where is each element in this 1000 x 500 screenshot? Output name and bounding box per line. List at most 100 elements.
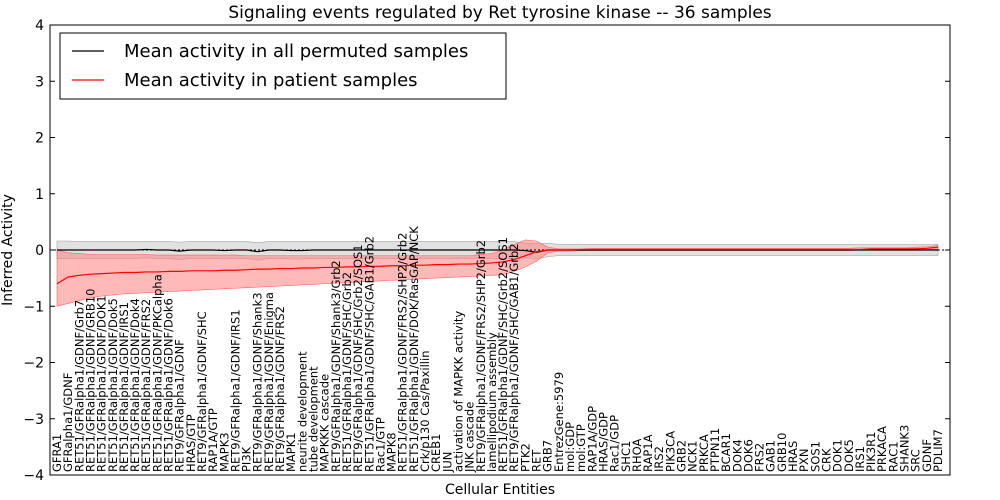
x-category-label: PIK3CA: [663, 431, 677, 472]
x-category-label: NCK1: [686, 441, 700, 473]
x-category-label: RAP1A: [641, 434, 655, 472]
x-category-label: RET9/GFRalpha1/GDNF/Shank3: [251, 292, 265, 472]
x-category-label: PRKCA: [697, 434, 711, 472]
x-category-label: DOK6: [741, 439, 755, 472]
x-category-label: RET51/GFRalpha1/GDNF/SHC/Grb2: [340, 272, 354, 472]
x-category-label: RAP1A/GDP: [585, 406, 599, 472]
x-category-label: PTPN11: [708, 428, 722, 472]
x-category-label: RET: [530, 449, 544, 472]
x-category-label: CRK: [819, 448, 833, 472]
y-tick-label: 4: [35, 18, 44, 34]
y-axis: −4 −3 −2 −1 0 1 2 3 4: [23, 18, 950, 484]
x-category-label: GFRalpha1/GDNF: [61, 373, 75, 472]
x-category-label: SHANK3: [898, 425, 912, 472]
x-category-label: RET51/GFRalpha1/GDNF/SHC/Grb2/SOS1: [496, 237, 510, 472]
y-tick-label: −4: [23, 468, 44, 484]
x-category-label: RET9/GFRalpha1/GDNF/SHC/Grb2/SOS1: [351, 244, 365, 472]
x-axis-category-labels: GFRA1GFRalpha1/GDNFRET51/GFRalpha1/GDNF/…: [50, 226, 945, 473]
x-category-label: MAPKKK cascade: [318, 374, 332, 472]
x-category-label: IRS2: [652, 446, 666, 472]
y-tick-label: 2: [35, 131, 44, 147]
x-category-label: RET51/GFRalpha1/GDNF/DOK1: [95, 295, 109, 472]
x-category-label: RET51/GFRalpha1/GDNF/GRB10: [83, 289, 97, 472]
x-category-label: mol:GTP: [574, 424, 588, 472]
x-category-label: Crk/p130 Cas/Paxillin: [418, 351, 432, 472]
x-category-label: neurite development: [295, 351, 309, 472]
x-category-label: RET51/GFRalpha1/GDNF/Dok6: [162, 298, 176, 472]
y-tick-label: 3: [35, 74, 44, 90]
x-category-label: SHC1: [619, 441, 633, 472]
x-category-label: RET51/GFRalpha1/GDNF/PKCalpha: [150, 274, 164, 472]
line-series-1: [56, 246, 939, 285]
x-axis-label: Cellular Entities: [445, 482, 555, 498]
x-category-label: CREB1: [429, 434, 443, 473]
legend-box: [59, 32, 507, 100]
x-category-label: GRB2: [675, 440, 689, 472]
x-category-label: RET9/GFRalpha1/GDNF/IRS1: [228, 309, 242, 472]
legend: Mean activity in all permuted samples Me…: [59, 32, 507, 100]
x-category-label: RET51/GFRalpha1/GDNF/Dok4: [128, 298, 142, 472]
y-axis-label: Inferred Activity: [0, 194, 16, 306]
x-category-label: PRKACA: [875, 426, 889, 472]
x-category-label: SOS1: [808, 441, 822, 472]
x-category-label: PIK3R1: [864, 432, 878, 473]
x-category-label: GFRA1: [50, 434, 64, 472]
x-category-label: RET51/GFRalpha1/GDNF/SHC/GAB1/Grb2: [362, 236, 376, 472]
y-tick-label: 0: [35, 243, 44, 259]
x-category-label: IRS1: [853, 446, 867, 472]
x-category-label: Rac1/GDP: [608, 415, 622, 472]
x-category-label: HRAS/GDP: [596, 412, 610, 472]
x-category-label: DOK5: [842, 439, 856, 472]
x-category-label: HRAS/GTP: [184, 414, 198, 472]
x-category-label: lamellipodium assembly: [485, 332, 499, 472]
x-category-label: GRB7: [541, 440, 555, 472]
x-category-label: SRC: [909, 449, 923, 472]
legend-label-patient: Mean activity in patient samples: [124, 70, 418, 91]
y-tick-label: −3: [23, 412, 44, 428]
x-category-label: EntrezGene:5979: [552, 372, 566, 472]
x-category-label: DOK1: [831, 439, 845, 472]
y-tick-label: −1: [23, 299, 44, 315]
x-category-label: RET9/GFRalpha1/GDNF/FRS2/SHP2/Grb2: [474, 240, 488, 472]
x-category-label: PI3K: [240, 446, 254, 472]
x-category-label: RAP1A/GTP: [206, 408, 220, 472]
x-category-label: tube development: [306, 366, 320, 472]
x-category-label: Rac1/GTP: [373, 417, 387, 472]
x-category-label: HRAS: [786, 441, 800, 472]
x-category-label: MAPK1: [284, 432, 298, 472]
x-category-label: RET9/GFRalpha1/GDNF: [173, 339, 187, 472]
x-category-label: GRB10: [775, 433, 789, 472]
x-category-label: mol:GDP: [563, 422, 577, 472]
x-category-label: BCAR1: [719, 433, 733, 472]
x-category-label: MAPK8: [385, 432, 399, 472]
x-category-label: RET51/GFRalpha1/GDNF/Grb7: [72, 300, 86, 472]
y-tick-label: −2: [23, 356, 44, 372]
x-category-label: RET9/GFRalpha1/GDNF/Shank3/Grb2: [329, 260, 343, 472]
y-tick-label: 1: [35, 187, 44, 203]
x-category-label: RET9/GFRalpha1/GDNF/FRS2: [273, 306, 287, 472]
x-category-label: RET9/GFRalpha1/GDNF/SHC: [195, 311, 209, 472]
x-category-label: RET9/GFRalpha1/GDNF/Enigma: [262, 292, 276, 472]
x-category-label: RET9/GFRalpha1/GDNF/SHC/GAB1/Grb2: [507, 243, 521, 472]
x-category-label: RAC1: [886, 441, 900, 472]
x-category-label: DOK4: [730, 439, 744, 472]
x-category-label: activation of MAPKK activity: [451, 311, 465, 472]
x-category-label: GDNF: [920, 439, 934, 472]
chart-title: Signaling events regulated by Ret tyrosi…: [228, 3, 771, 23]
x-category-label: RET51/GFRalpha1/GDNF/DOK/RasGAP/NCK: [407, 226, 421, 472]
legend-label-permuted: Mean activity in all permuted samples: [124, 41, 468, 62]
x-category-label: FRS2: [753, 443, 767, 472]
x-category-label: RHOA: [630, 439, 644, 472]
x-category-label: MAPK3: [217, 432, 231, 472]
x-category-label: RET51/GFRalpha1/GDNF/IRS1: [117, 302, 131, 472]
x-category-label: PDLIM7: [931, 429, 945, 472]
x-category-label: RET51/GFRalpha1/GDNF/FRS2/SHP2/Grb2: [396, 233, 410, 472]
x-category-label: RET51/GFRalpha1/GDNF/FRS2: [139, 299, 153, 472]
x-category-label: GAB1: [764, 440, 778, 472]
x-category-label: JNK cascade: [463, 402, 477, 473]
x-category-label: PXN: [797, 449, 811, 472]
series-lines: [56, 246, 939, 285]
x-category-label: PTK2: [518, 443, 532, 472]
x-category-label: RET51/GFRalpha1/GDNF/Dok5: [106, 298, 120, 472]
